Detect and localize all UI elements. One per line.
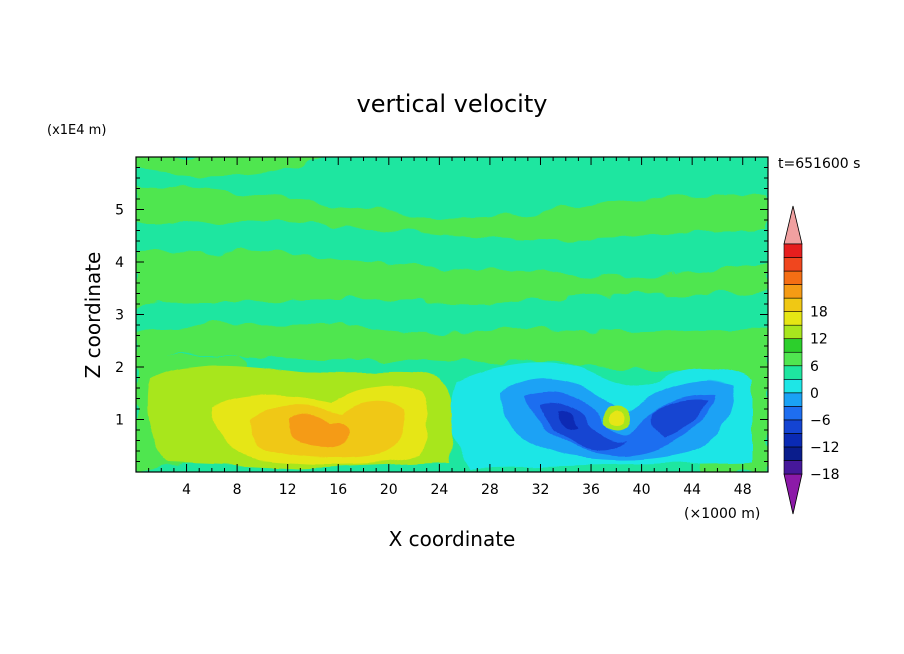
colorbar-tick-label: 0 (810, 386, 819, 402)
small-updraft-cell-core (609, 412, 625, 424)
colorbar-tick-label: −12 (810, 440, 840, 456)
colorbar-tick-label: 6 (810, 359, 819, 375)
band-green-low (136, 323, 768, 380)
x-tick-label: 16 (329, 482, 347, 498)
downdraft-level-minus-15 (558, 411, 580, 430)
updraft-level-12 (287, 413, 350, 446)
colorbar-box (783, 419, 803, 434)
x-tick-label: 48 (734, 482, 752, 498)
colorbar-box (783, 257, 803, 272)
colorbar-box (783, 351, 803, 367)
band-green-mid-1 (136, 185, 768, 240)
colorbar-min-triangle (783, 473, 803, 515)
colorbar-tick-label: −18 (810, 467, 840, 483)
y-tick-label: 2 (115, 360, 124, 376)
time-label: t=651600 s (778, 156, 860, 172)
x-tick-label: 28 (481, 482, 499, 498)
colorbar-box (783, 243, 803, 258)
downdraft-region (450, 362, 752, 468)
colorbar: 18 12 6 0 −6 −12 −18 (783, 205, 840, 515)
colorbar-box (783, 392, 803, 407)
chart-title: vertical velocity (357, 90, 548, 118)
y-tick-label: 1 (115, 413, 124, 429)
x-tick-label: 8 (233, 482, 242, 498)
colorbar-box (783, 406, 803, 421)
x-tick-label: 4 (182, 482, 191, 498)
colorbar-tick-label: 18 (810, 305, 828, 321)
colorbar-box (783, 433, 803, 448)
x-unit-label: (×1000 m) (684, 506, 760, 522)
colorbar-box (783, 297, 803, 312)
downdraft-level-minus-12 (540, 399, 708, 451)
y-tick-label: 5 (115, 203, 124, 219)
colorbar-max-triangle (783, 205, 803, 245)
colorbar-box (783, 365, 803, 380)
x-tick-label: 32 (532, 482, 550, 498)
y-tick-label: 3 (115, 308, 124, 324)
x-tick-label: 20 (380, 482, 398, 498)
y-tick-label: 4 (115, 255, 124, 271)
x-tick-label: 12 (279, 482, 297, 498)
x-tick-label: 24 (430, 482, 448, 498)
band-green-mid-2 (136, 250, 768, 304)
updraft-region (147, 365, 454, 468)
colorbar-box (783, 324, 803, 340)
y-axis-label: Z coordinate (81, 252, 105, 379)
colorbar-box (783, 284, 803, 299)
colorbar-box (783, 311, 803, 326)
colorbar-box (783, 460, 803, 475)
x-axis-ticks: 4 8 12 16 20 24 28 32 36 40 44 48 (148, 157, 756, 498)
contour-field (136, 157, 768, 472)
colorbar-box (783, 270, 803, 285)
x-tick-label: 36 (582, 482, 600, 498)
colorbar-box (783, 446, 803, 461)
colorbar-tick-label: −6 (810, 413, 831, 429)
band-green-top (136, 157, 330, 177)
colorbar-box (783, 378, 803, 394)
x-tick-label: 44 (683, 482, 701, 498)
x-tick-label: 40 (633, 482, 651, 498)
x-axis-label: X coordinate (389, 527, 516, 551)
y-axis-ticks: 1 2 3 4 5 (115, 167, 768, 462)
colorbar-tick-label: 12 (810, 332, 828, 348)
y-unit-label: (x1E4 m) (47, 123, 106, 138)
colorbar-box (783, 338, 803, 353)
